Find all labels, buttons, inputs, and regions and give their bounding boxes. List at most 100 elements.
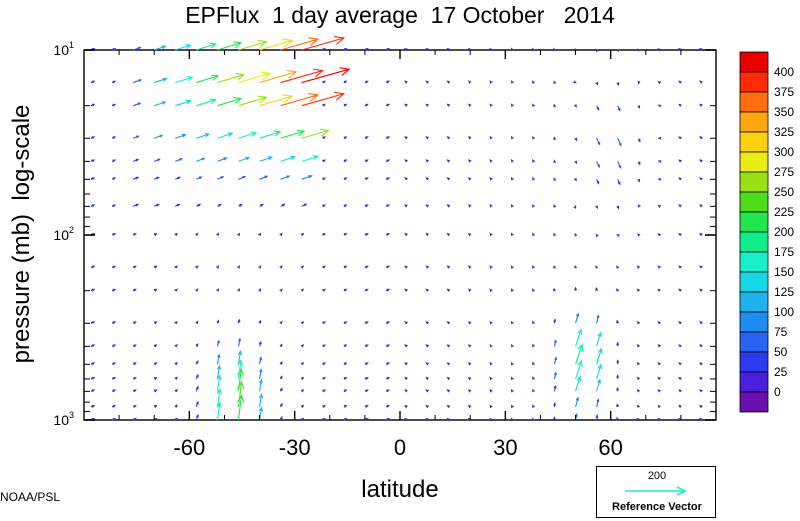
flux-vector bbox=[280, 175, 291, 180]
flux-vector bbox=[175, 99, 192, 107]
flux-vector bbox=[446, 404, 451, 409]
flux-vector bbox=[657, 232, 661, 237]
flux-vector bbox=[385, 362, 391, 366]
flux-vector bbox=[174, 344, 179, 348]
flux-vector bbox=[364, 344, 369, 348]
flux-vector bbox=[301, 128, 330, 139]
flux-vector bbox=[364, 177, 369, 181]
flux-vector bbox=[300, 389, 305, 393]
flux-vector bbox=[596, 398, 600, 408]
flux-vector bbox=[467, 362, 472, 366]
flux-vector bbox=[574, 160, 578, 165]
flux-vector bbox=[90, 204, 96, 208]
flux-vector bbox=[616, 288, 620, 292]
y-tick-label: 101 bbox=[53, 40, 74, 58]
flux-vector bbox=[111, 344, 117, 348]
flux-vector bbox=[111, 159, 117, 163]
colorbar-label: 300 bbox=[774, 145, 794, 159]
flux-vector bbox=[175, 158, 184, 162]
flux-vector bbox=[636, 417, 640, 422]
flux-vector bbox=[489, 159, 493, 163]
flux-vector bbox=[510, 176, 514, 181]
flux-vector bbox=[573, 80, 577, 84]
flux-vector bbox=[195, 288, 199, 292]
flux-vector bbox=[385, 405, 391, 408]
flux-vector bbox=[90, 288, 96, 292]
flux-vector bbox=[300, 417, 305, 422]
flux-vector bbox=[532, 320, 535, 325]
flux-vector bbox=[446, 136, 451, 140]
flux-vector bbox=[657, 81, 662, 85]
flux-vector bbox=[489, 203, 493, 208]
colorbar-label: 275 bbox=[774, 165, 794, 179]
reference-vector-arrow bbox=[625, 486, 687, 496]
flux-vector bbox=[385, 265, 391, 269]
flux-vector bbox=[657, 136, 662, 140]
flux-vector bbox=[467, 204, 472, 208]
flux-vector bbox=[532, 265, 535, 269]
flux-vector bbox=[489, 288, 493, 292]
flux-vector bbox=[364, 362, 369, 366]
flux-vector bbox=[153, 344, 158, 348]
flux-vector bbox=[259, 378, 263, 392]
flux-vector bbox=[595, 82, 599, 86]
flux-vector bbox=[404, 47, 408, 52]
flux-vector bbox=[322, 321, 326, 325]
flux-vector bbox=[343, 48, 348, 51]
flux-vector bbox=[111, 288, 117, 292]
flux-vector bbox=[90, 265, 96, 269]
flux-vector bbox=[553, 287, 556, 292]
flux-vector bbox=[636, 320, 640, 325]
colorbar-label: 150 bbox=[774, 265, 794, 279]
flux-vector bbox=[217, 96, 243, 107]
flux-vector bbox=[575, 343, 584, 365]
flux-vector bbox=[446, 177, 451, 181]
flux-vector bbox=[343, 177, 348, 181]
flux-vector bbox=[425, 47, 429, 52]
flux-vector bbox=[489, 103, 493, 107]
flux-vector bbox=[510, 232, 514, 237]
flux-vector bbox=[616, 82, 620, 87]
flux-vector bbox=[404, 389, 408, 393]
flux-vector bbox=[174, 361, 179, 366]
flux-vector bbox=[300, 288, 305, 292]
x-tick-label: -30 bbox=[279, 435, 311, 460]
flux-vector bbox=[217, 41, 243, 51]
flux-vector bbox=[300, 404, 305, 408]
flux-vector bbox=[489, 320, 493, 325]
flux-vector bbox=[657, 376, 661, 381]
flux-vector bbox=[404, 344, 408, 348]
flux-vector bbox=[364, 48, 369, 51]
flux-vector bbox=[385, 103, 391, 107]
colorbar-swatch bbox=[739, 91, 769, 113]
flux-vector bbox=[510, 135, 514, 140]
flux-vector bbox=[617, 138, 622, 147]
flux-vector bbox=[343, 103, 348, 107]
flux-vector bbox=[425, 404, 429, 409]
flux-vector bbox=[238, 39, 268, 51]
flux-vector bbox=[237, 359, 244, 380]
flux-vector bbox=[301, 155, 320, 162]
flux-vector bbox=[153, 321, 158, 325]
flux-vector bbox=[280, 68, 325, 84]
flux-vector bbox=[678, 376, 682, 381]
flux-vector bbox=[154, 176, 160, 180]
flux-vector bbox=[322, 204, 326, 208]
flux-vector bbox=[489, 135, 493, 140]
flux-vector bbox=[364, 377, 369, 380]
flux-vector bbox=[657, 362, 661, 366]
flux-vector bbox=[301, 174, 313, 180]
x-tick-label: 30 bbox=[493, 435, 517, 460]
flux-vector bbox=[404, 80, 408, 84]
flux-vector bbox=[196, 176, 203, 180]
flux-vector bbox=[132, 79, 143, 84]
flux-vector bbox=[132, 362, 137, 366]
y-tick-label: 103 bbox=[53, 410, 74, 428]
flux-vector bbox=[237, 367, 244, 392]
flux-vector bbox=[195, 373, 199, 380]
flux-vector bbox=[195, 232, 199, 237]
flux-vector bbox=[154, 101, 167, 107]
flux-vector bbox=[636, 361, 640, 366]
flux-vector bbox=[174, 404, 179, 408]
flux-vector bbox=[237, 287, 241, 292]
